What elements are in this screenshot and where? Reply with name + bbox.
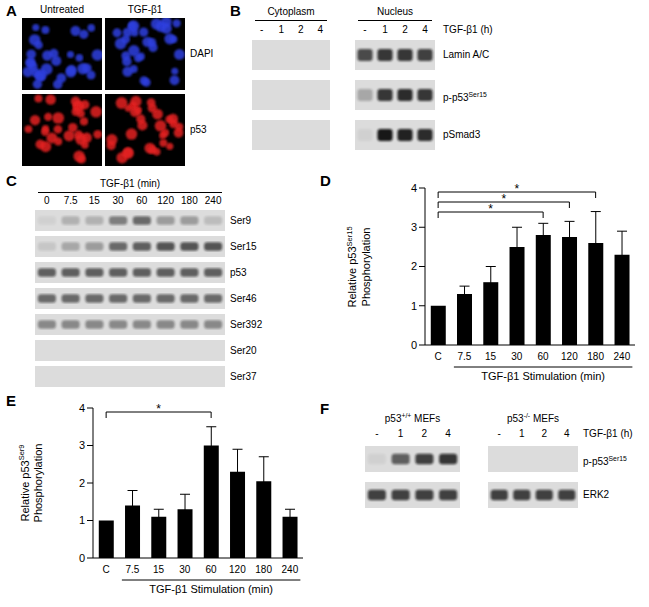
html-text:7.5: 7.5 <box>63 195 78 206</box>
html-text:TGF-β1 (h): TGF-β1 (h) <box>443 24 493 35</box>
html-text:1: 1 <box>382 24 388 35</box>
svg-text:15: 15 <box>485 351 497 362</box>
html-text:E: E <box>6 392 16 409</box>
svg-text:240: 240 <box>282 564 299 575</box>
html-text:Relative p53: Relative p53 <box>18 460 31 522</box>
html-text:TGF-β1 (h): TGF-β1 (h) <box>583 428 633 439</box>
svg-text:C: C <box>435 351 442 362</box>
html-text:240: 240 <box>204 195 222 206</box>
svg-text:3: 3 <box>79 439 85 451</box>
svg-text:2: 2 <box>411 260 417 272</box>
svg-text:7.5: 7.5 <box>125 564 139 575</box>
svg-text:*: * <box>156 402 161 416</box>
svg-text:180: 180 <box>587 351 604 362</box>
svg-text:30: 30 <box>511 351 523 362</box>
html-text:Ser15: Ser15 <box>230 240 257 252</box>
svg-text:0: 0 <box>411 339 417 351</box>
html-text:2: 2 <box>402 24 408 35</box>
svg-text:120: 120 <box>561 351 578 362</box>
svg-text:2: 2 <box>79 477 85 489</box>
html-text:60: 60 <box>136 195 148 206</box>
svg-text:*: * <box>501 192 506 206</box>
html-text:Nucleus: Nucleus <box>376 6 414 17</box>
svg-text:4: 4 <box>79 402 85 414</box>
html-text:Ser15: Ser15 <box>344 226 354 246</box>
html-text:Untreated: Untreated <box>40 4 84 15</box>
html-text:TGF-β1 Stimulation (min): TGF-β1 Stimulation (min) <box>481 370 605 382</box>
html-text:p53: p53 <box>190 124 207 135</box>
html-text:180: 180 <box>181 195 198 206</box>
html-text:Ser9: Ser9 <box>230 214 252 226</box>
html-text:Phosphorylation: Phosphorylation <box>358 227 371 306</box>
html-text:F: F <box>320 400 330 417</box>
html-text:2: 2 <box>541 428 547 439</box>
svg-text:60: 60 <box>538 351 550 362</box>
html-text:15: 15 <box>88 195 100 206</box>
svg-text:*: * <box>515 182 520 196</box>
html-text:4: 4 <box>422 24 428 35</box>
svg-text:240: 240 <box>614 351 631 362</box>
svg-text:0: 0 <box>79 552 85 564</box>
html-text:Ser37: Ser37 <box>230 370 257 382</box>
svg-text:120: 120 <box>229 564 246 575</box>
html-text:Relative p53: Relative p53 <box>345 245 358 307</box>
svg-text:3: 3 <box>411 221 417 233</box>
html-text:Ser46: Ser46 <box>230 292 257 304</box>
svg-text:1: 1 <box>79 514 85 526</box>
html-text:Ser20: Ser20 <box>230 344 257 356</box>
html-text:Lamin A/C: Lamin A/C <box>443 49 490 60</box>
html-text:4: 4 <box>317 24 323 35</box>
html-text:pSmad3: pSmad3 <box>443 129 481 140</box>
html-text:0: 0 <box>44 195 50 206</box>
svg-text:30: 30 <box>179 564 191 575</box>
html-text:4: 4 <box>564 428 570 439</box>
html-text:4: 4 <box>445 428 451 439</box>
html-text:p53+/+MEFs: p53+/+MEFs <box>384 412 441 425</box>
html-text:Cytoplasm: Cytoplasm <box>267 6 315 17</box>
html-text:TGF-β1: TGF-β1 <box>127 4 163 15</box>
svg-text:4: 4 <box>411 182 417 194</box>
html-text:p53-/-MEFs: p53-/-MEFs <box>507 412 559 425</box>
html-text:Ser9: Ser9 <box>17 444 27 461</box>
html-text:A: A <box>6 2 17 19</box>
html-text:TGF-β1 (min): TGF-β1 (min) <box>99 178 161 189</box>
html-text:2: 2 <box>298 24 304 35</box>
html-text:1: 1 <box>278 24 284 35</box>
html-text:p-p53Ser15: p-p53Ser15 <box>583 455 627 468</box>
html-text:Ser392: Ser392 <box>230 318 263 330</box>
svg-text:15: 15 <box>153 564 165 575</box>
html-text:p53: p53 <box>230 266 247 278</box>
svg-text:180: 180 <box>255 564 272 575</box>
html-text:1: 1 <box>397 428 404 439</box>
html-text:B: B <box>230 2 241 19</box>
html-text:120: 120 <box>157 195 174 206</box>
html-text:ERK2: ERK2 <box>583 489 610 500</box>
html-text:2: 2 <box>421 428 428 439</box>
html-text:30: 30 <box>112 195 124 206</box>
html-text:1: 1 <box>519 428 525 439</box>
html-text:DAPI: DAPI <box>190 48 214 59</box>
html-text:TGF-β1 Stimulation (min): TGF-β1 Stimulation (min) <box>149 583 273 595</box>
svg-text:1: 1 <box>411 300 417 312</box>
svg-text:60: 60 <box>206 564 218 575</box>
html-text:C: C <box>6 172 17 189</box>
html-text:p-p53Ser15: p-p53Ser15 <box>443 91 487 104</box>
html-text:D: D <box>320 172 331 189</box>
svg-text:C: C <box>103 564 110 575</box>
svg-text:*: * <box>488 202 493 216</box>
svg-text:7.5: 7.5 <box>457 351 471 362</box>
html-text:Phosphorylation: Phosphorylation <box>31 443 44 523</box>
